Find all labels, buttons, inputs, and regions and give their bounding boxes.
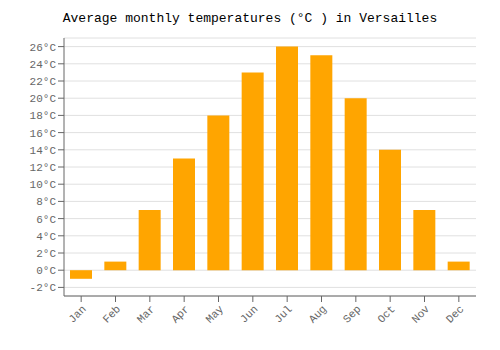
- svg-text:0°C: 0°C: [36, 265, 56, 277]
- svg-text:10°C: 10°C: [30, 179, 57, 191]
- svg-text:Aug: Aug: [307, 303, 329, 325]
- svg-text:Jul: Jul: [272, 303, 294, 325]
- svg-text:4°C: 4°C: [36, 231, 56, 243]
- svg-text:Mar: Mar: [135, 303, 157, 325]
- svg-text:18°C: 18°C: [30, 110, 57, 122]
- svg-text:8°C: 8°C: [36, 196, 56, 208]
- svg-text:26°C: 26°C: [30, 42, 57, 54]
- svg-text:-2°C: -2°C: [30, 282, 57, 294]
- svg-text:12°C: 12°C: [30, 162, 57, 174]
- svg-text:Nov: Nov: [410, 303, 433, 326]
- svg-text:Oct: Oct: [375, 303, 397, 325]
- svg-text:6°C: 6°C: [36, 214, 56, 226]
- svg-text:Jan: Jan: [66, 303, 88, 325]
- svg-text:Feb: Feb: [101, 303, 123, 325]
- svg-text:24°C: 24°C: [30, 59, 57, 71]
- svg-text:16°C: 16°C: [30, 128, 57, 140]
- html-text:Average monthly temperatures (: Average monthly temperatures (°C ) in Ve…: [62, 11, 438, 26]
- svg-text:May: May: [204, 303, 227, 326]
- svg-text:22°C: 22°C: [30, 76, 57, 88]
- svg-text:20°C: 20°C: [30, 93, 57, 105]
- svg-text:14°C: 14°C: [30, 145, 57, 157]
- svg-text:Apr: Apr: [169, 303, 191, 325]
- svg-text:Dec: Dec: [444, 303, 466, 325]
- svg-text:2°C: 2°C: [36, 248, 56, 260]
- svg-text:Sep: Sep: [341, 303, 363, 325]
- svg-text:Jun: Jun: [238, 303, 260, 325]
